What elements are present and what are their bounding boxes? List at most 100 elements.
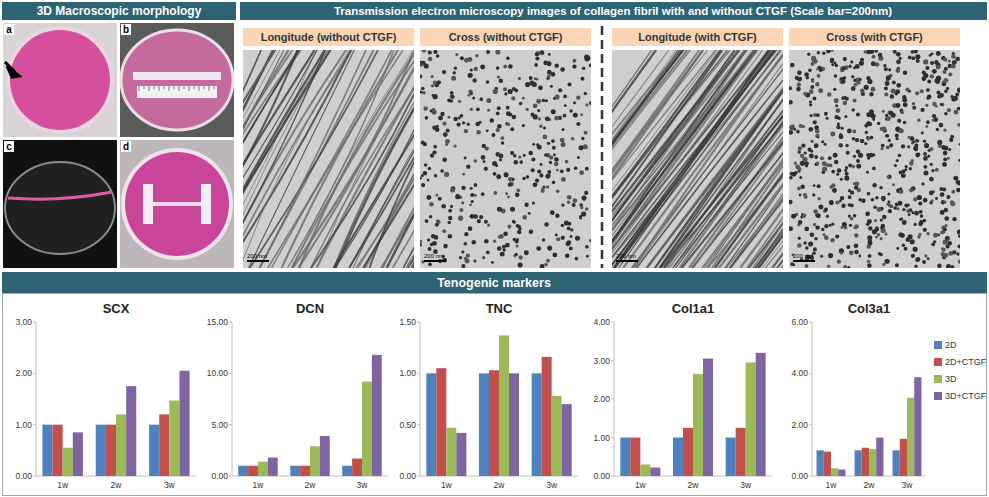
fibril-section — [882, 215, 887, 220]
fibril-section — [848, 65, 851, 68]
fibril-section — [565, 160, 569, 164]
fibril-section — [917, 153, 920, 156]
bar — [532, 373, 542, 476]
bar — [831, 468, 838, 476]
fibril-section — [932, 69, 937, 74]
fibril-section — [540, 163, 543, 166]
fibril-section — [809, 154, 814, 159]
chart: Col3a10.002.004.006.001w2w3w2D2D+CTGF3D3… — [791, 301, 986, 490]
fibril — [614, 50, 770, 268]
fibril-section — [932, 102, 936, 106]
fibril-section — [836, 125, 840, 129]
fibril-section — [861, 198, 866, 203]
fibril-section — [888, 204, 892, 208]
fibril-section — [493, 191, 497, 195]
fibril-section — [586, 255, 589, 258]
fibril-section — [499, 154, 504, 159]
fibril — [243, 50, 301, 268]
fibril-section — [465, 259, 470, 264]
fibril-section — [555, 214, 559, 218]
fibril-section — [879, 186, 882, 189]
fibril-section — [816, 213, 821, 218]
fibril-section — [581, 137, 584, 140]
fibril-section — [433, 81, 437, 85]
fibril-section — [801, 144, 805, 148]
fibril-section — [841, 127, 844, 130]
fibril-section — [866, 171, 869, 174]
fibril-section — [831, 183, 835, 187]
fibril-section — [886, 75, 891, 80]
fibril-section — [514, 160, 519, 165]
fibril-section — [479, 97, 483, 101]
fibril-section — [907, 145, 910, 148]
fibril-section — [420, 177, 422, 180]
fibril-section — [552, 146, 556, 150]
construct — [8, 192, 112, 199]
fibril-section — [944, 253, 949, 258]
fibril-section — [956, 188, 960, 193]
fibril-section — [543, 126, 546, 129]
fibril-section — [539, 124, 542, 127]
tem-image — [612, 50, 783, 268]
fibril — [616, 50, 776, 268]
bar — [817, 450, 824, 476]
fibril-section — [810, 85, 814, 89]
fibril-section — [817, 51, 820, 54]
fibril-section — [818, 88, 823, 93]
fibril-section — [815, 225, 819, 229]
fibril-section — [923, 73, 928, 78]
fibril-section — [816, 113, 820, 117]
fibril-section — [896, 52, 901, 57]
fibril — [612, 50, 738, 268]
fibril-section — [921, 182, 924, 185]
fibril-section — [790, 172, 794, 176]
fibril-section — [497, 207, 502, 212]
tick-label: 2.00 — [791, 420, 808, 430]
fibril-section — [864, 85, 869, 90]
fibril-section — [843, 76, 847, 80]
bar — [542, 357, 552, 476]
bars — [426, 335, 571, 476]
fibril — [334, 50, 414, 268]
bar — [756, 353, 766, 476]
fibril-section — [804, 72, 809, 77]
fibril-section — [420, 61, 422, 65]
fibril-section — [562, 128, 565, 131]
category-label: 2w — [864, 480, 876, 490]
fibril-section — [518, 262, 523, 267]
fibril-section — [899, 187, 902, 190]
tick-label: 0.00 — [791, 471, 808, 481]
fibril — [243, 50, 261, 268]
fibril-section — [580, 113, 583, 116]
fibril-section — [867, 219, 872, 224]
fibril-section — [805, 246, 808, 249]
fibril-section — [855, 138, 859, 142]
fibril-section — [576, 122, 580, 126]
fibril-section — [547, 142, 550, 145]
fibril-section — [555, 234, 558, 237]
ruler-tick — [144, 86, 145, 89]
fibril-section — [822, 167, 827, 172]
bar — [179, 371, 189, 476]
fibril-section — [880, 237, 883, 240]
fibril-section — [533, 103, 538, 108]
fibril-section — [582, 67, 585, 70]
ruler-tick — [179, 86, 180, 91]
fibril-section — [854, 250, 859, 255]
photo-bg — [3, 140, 117, 268]
fibril-section — [909, 167, 912, 170]
fibril-section — [450, 94, 454, 98]
fibril-section — [893, 50, 897, 54]
fibril-section — [446, 129, 450, 133]
fibril-section — [454, 66, 457, 69]
y-axis — [232, 322, 233, 476]
fibril-section — [795, 165, 800, 170]
fibril-section — [459, 208, 463, 212]
fibril-section — [820, 156, 824, 160]
chart: Col1a10.001.002.003.004.001w2w3w — [593, 301, 772, 490]
fibril-section — [422, 50, 427, 53]
ruler-tick — [194, 86, 195, 89]
bar — [96, 425, 106, 476]
fibril-section — [860, 139, 864, 143]
fibril-section — [925, 104, 928, 107]
